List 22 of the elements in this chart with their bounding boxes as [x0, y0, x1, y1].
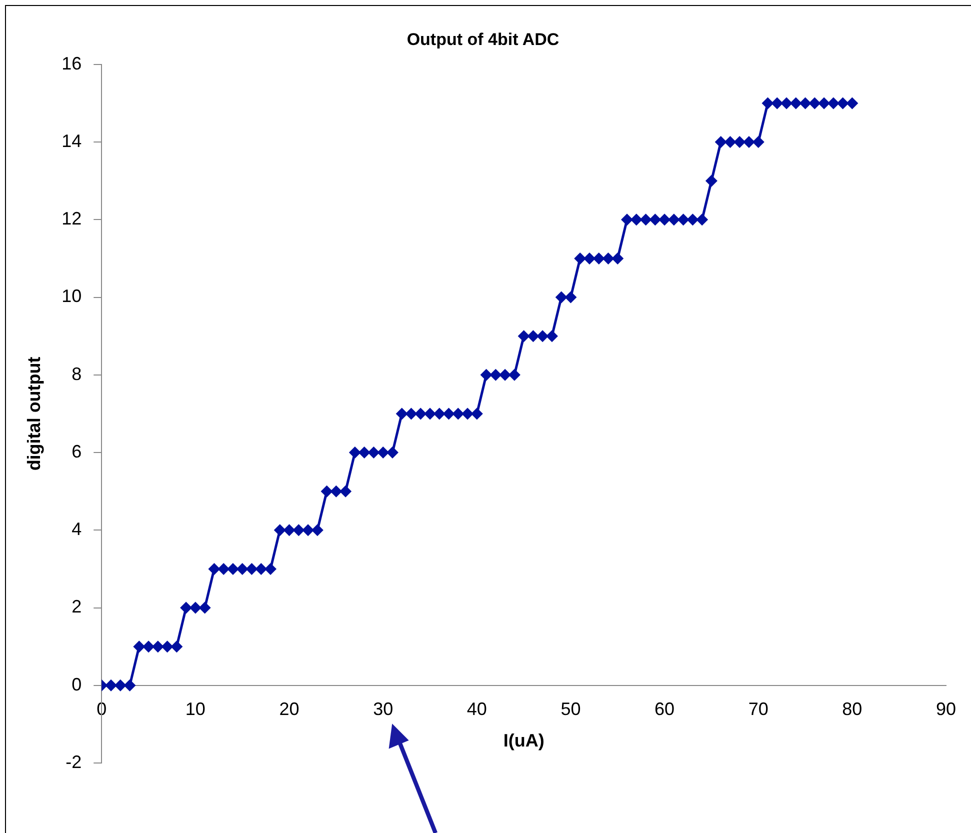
y-tick-label: 0 [72, 674, 82, 694]
x-tick-label: 40 [466, 699, 487, 720]
y-axis-title: digital output [24, 356, 44, 471]
y-tick-label: 16 [62, 53, 82, 74]
y-tick-label: 8 [72, 364, 82, 384]
x-tick-label: 70 [748, 699, 768, 720]
x-tick-label: 20 [279, 699, 300, 720]
y-tick-label: 10 [62, 286, 82, 306]
y-tick-label: 4 [72, 519, 82, 540]
y-tick-label: -2 [66, 752, 82, 772]
y-tick-label: 14 [62, 130, 82, 151]
x-tick-label: 10 [185, 699, 206, 720]
y-tick-label: 2 [72, 596, 82, 617]
y-tick-label: 6 [72, 441, 82, 462]
y-tick-label: 12 [62, 208, 82, 229]
x-axis-title: I(uA) [503, 730, 544, 751]
x-tick-label: 80 [842, 699, 862, 720]
x-tick-label: 90 [936, 699, 956, 720]
x-tick-label: 50 [560, 699, 581, 720]
x-tick-label: 60 [654, 699, 675, 720]
chart-title: Output of 4bit ADC [406, 30, 560, 49]
x-tick-label: 30 [373, 699, 394, 720]
